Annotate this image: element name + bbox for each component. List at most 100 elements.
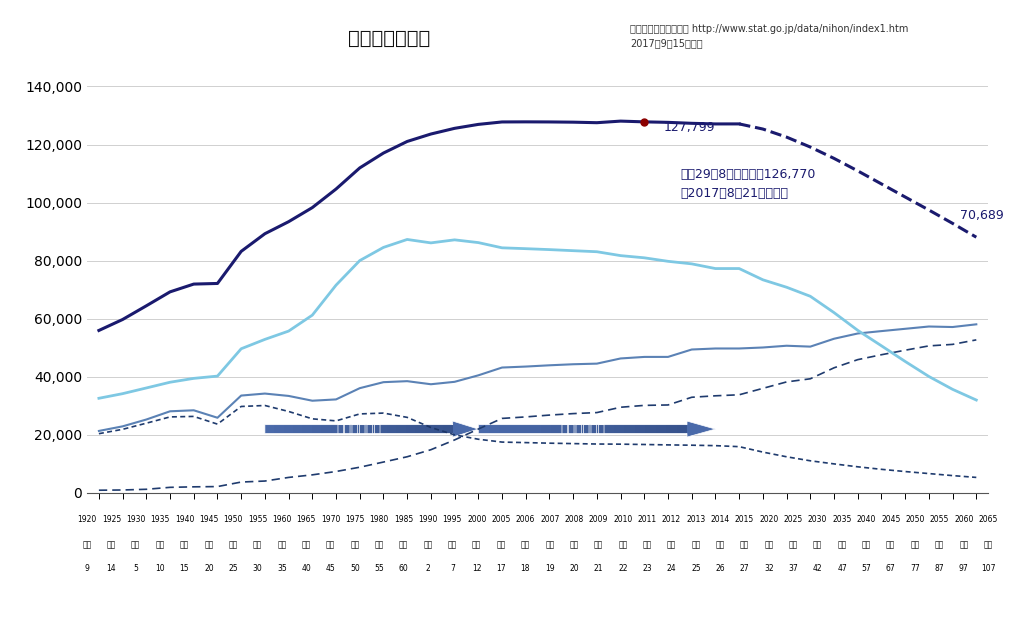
Bar xyxy=(645,425,655,434)
Text: 42: 42 xyxy=(813,564,822,573)
Text: 87: 87 xyxy=(935,564,944,573)
Bar xyxy=(443,425,453,434)
Text: 1945: 1945 xyxy=(199,515,218,524)
Text: 40: 40 xyxy=(301,564,311,573)
Bar xyxy=(265,425,274,434)
Text: 18: 18 xyxy=(520,564,530,573)
Text: 12: 12 xyxy=(472,564,481,573)
Text: 平成29年8月概算値：126,770
（2017年8月21日公表）: 平成29年8月概算値：126,770 （2017年8月21日公表） xyxy=(680,167,815,200)
Text: 昭和: 昭和 xyxy=(423,540,432,549)
Text: 昭和: 昭和 xyxy=(375,540,384,549)
Text: 大正: 大正 xyxy=(82,540,92,549)
Text: 1990: 1990 xyxy=(419,515,437,524)
Text: 日本の人口推移: 日本の人口推移 xyxy=(348,28,430,47)
Bar xyxy=(572,425,583,434)
Text: 1920: 1920 xyxy=(78,515,96,524)
Text: 19: 19 xyxy=(545,564,555,573)
Text: 2060: 2060 xyxy=(954,515,974,524)
Text: 平成: 平成 xyxy=(764,540,773,549)
FancyArrow shape xyxy=(265,421,478,437)
Text: 平成: 平成 xyxy=(618,540,628,549)
Text: 15: 15 xyxy=(179,564,189,573)
Text: 77: 77 xyxy=(910,564,920,573)
Text: 1960: 1960 xyxy=(272,515,292,524)
Bar xyxy=(510,425,520,434)
Text: 1995: 1995 xyxy=(442,515,462,524)
Text: 平成: 平成 xyxy=(910,540,920,549)
Text: 平成: 平成 xyxy=(935,540,944,549)
Bar xyxy=(562,425,572,434)
Text: 2035: 2035 xyxy=(833,515,852,524)
Text: 平成: 平成 xyxy=(740,540,750,549)
Text: 45: 45 xyxy=(326,564,336,573)
Bar xyxy=(434,425,443,434)
Text: 平成: 平成 xyxy=(691,540,700,549)
Bar xyxy=(635,425,645,434)
Text: 2020: 2020 xyxy=(760,515,778,524)
Bar xyxy=(614,425,625,434)
Text: 21: 21 xyxy=(594,564,603,573)
Text: 30: 30 xyxy=(253,564,262,573)
Bar xyxy=(358,425,369,434)
Text: 2030: 2030 xyxy=(808,515,827,524)
Text: 2006: 2006 xyxy=(516,515,536,524)
Text: 1930: 1930 xyxy=(126,515,145,524)
Bar xyxy=(603,425,614,434)
Text: 1935: 1935 xyxy=(151,515,170,524)
Text: 57: 57 xyxy=(861,564,871,573)
Text: 平成: 平成 xyxy=(569,540,579,549)
Text: 昭和: 昭和 xyxy=(228,540,238,549)
Text: 昭和: 昭和 xyxy=(131,540,140,549)
Text: 2065: 2065 xyxy=(979,515,997,524)
Text: 25: 25 xyxy=(691,564,700,573)
Bar xyxy=(415,425,425,434)
Text: 2012: 2012 xyxy=(662,515,681,524)
Text: 昭和: 昭和 xyxy=(156,540,165,549)
Bar xyxy=(340,425,349,434)
Text: 70,689: 70,689 xyxy=(959,209,1004,222)
Text: 1970: 1970 xyxy=(321,515,340,524)
Text: 27: 27 xyxy=(739,564,750,573)
Text: 昭和: 昭和 xyxy=(278,540,287,549)
Text: 平成: 平成 xyxy=(472,540,481,549)
Bar xyxy=(593,425,603,434)
Text: 大正: 大正 xyxy=(106,540,116,549)
Text: 55: 55 xyxy=(375,564,384,573)
Text: 人口ボーナス: 人口ボーナス xyxy=(336,423,381,435)
Text: 2: 2 xyxy=(426,564,430,573)
Text: 1965: 1965 xyxy=(297,515,316,524)
Text: 人口オーナス: 人口オーナス xyxy=(560,423,605,435)
Text: 25: 25 xyxy=(228,564,238,573)
Text: 平成: 平成 xyxy=(959,540,969,549)
Text: 23: 23 xyxy=(642,564,652,573)
Text: 平成: 平成 xyxy=(716,540,725,549)
Bar xyxy=(369,425,378,434)
Text: 2013: 2013 xyxy=(686,515,706,524)
Bar xyxy=(530,425,541,434)
Bar xyxy=(274,425,284,434)
Text: 2045: 2045 xyxy=(881,515,900,524)
Bar xyxy=(478,425,488,434)
Text: 37: 37 xyxy=(788,564,798,573)
Text: 1955: 1955 xyxy=(248,515,267,524)
Text: 67: 67 xyxy=(886,564,896,573)
Text: 総務省「日本の統計」 http://www.stat.go.jp/data/nihon/index1.htm
2017年9月15日参照: 総務省「日本の統計」 http://www.stat.go.jp/data/ni… xyxy=(630,24,908,48)
Text: 2011: 2011 xyxy=(638,515,656,524)
Bar xyxy=(499,425,510,434)
Text: 昭和: 昭和 xyxy=(302,540,311,549)
Text: 17: 17 xyxy=(497,564,506,573)
Bar xyxy=(284,425,293,434)
Text: 昭和: 昭和 xyxy=(253,540,262,549)
Text: 47: 47 xyxy=(838,564,847,573)
Text: 7: 7 xyxy=(450,564,455,573)
Text: 20: 20 xyxy=(204,564,214,573)
Text: 50: 50 xyxy=(350,564,359,573)
Bar xyxy=(322,425,331,434)
FancyArrow shape xyxy=(478,421,716,437)
Text: 14: 14 xyxy=(106,564,116,573)
Bar xyxy=(387,425,396,434)
Text: 26: 26 xyxy=(716,564,725,573)
Text: 107: 107 xyxy=(981,564,995,573)
Bar xyxy=(293,425,302,434)
Text: 平成: 平成 xyxy=(594,540,603,549)
